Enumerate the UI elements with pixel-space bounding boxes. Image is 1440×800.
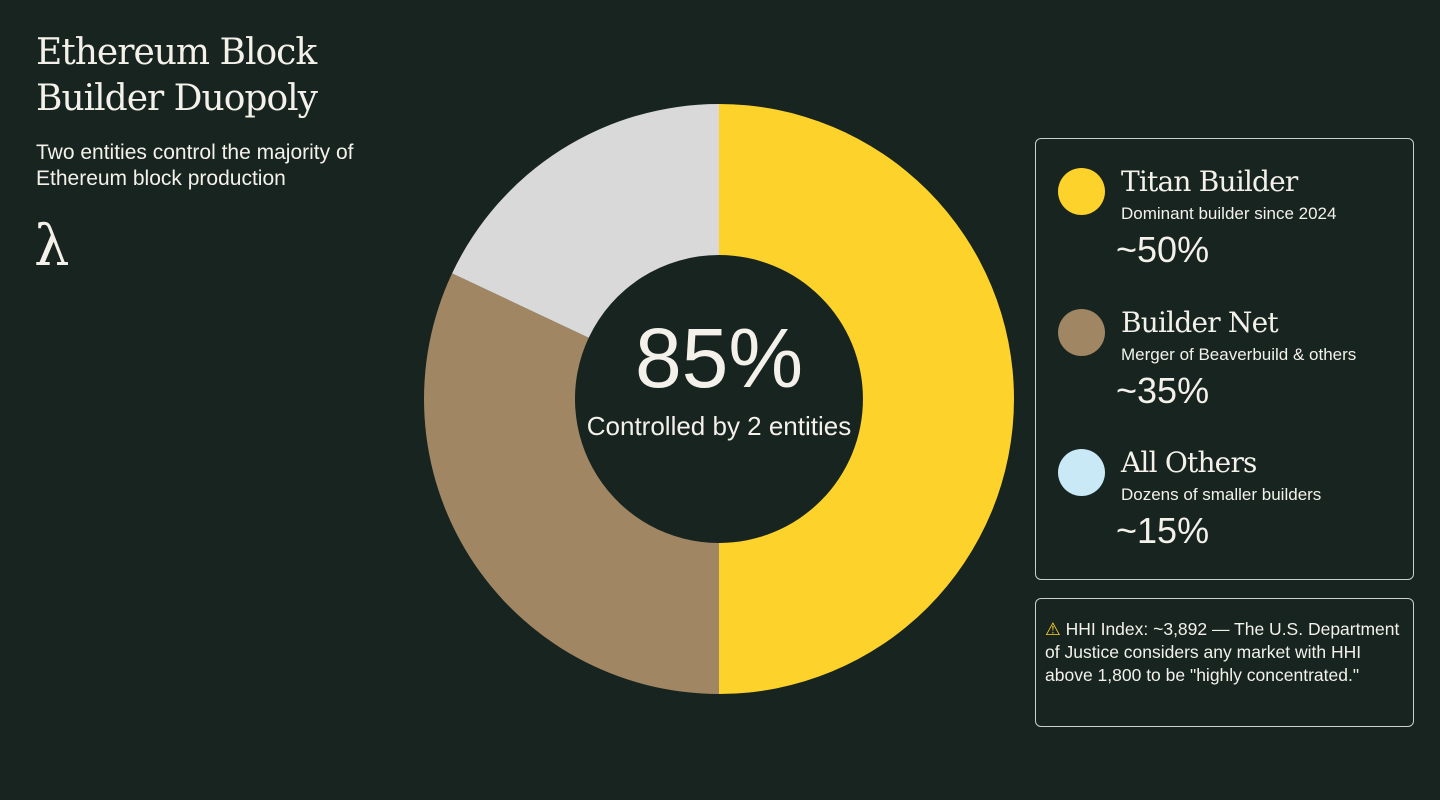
center-caption: Controlled by 2 entities xyxy=(586,411,852,441)
legend-description: Dozens of smaller builders xyxy=(1121,485,1322,504)
legend-percent: ~15% xyxy=(1116,510,1210,551)
legend-name: All Others xyxy=(1121,446,1257,479)
legend-name: Builder Net xyxy=(1121,306,1279,339)
donut-slice-titan-builder xyxy=(719,104,1014,694)
legend-name: Titan Builder xyxy=(1121,165,1298,198)
page-title: Ethereum Block Builder Duopoly xyxy=(36,32,318,119)
legend-item-titan-builder: Titan Builder Dominant builder since 202… xyxy=(1036,139,1413,270)
hhi-note: ⚠ HHI Index: ~3,892 — The U.S. Departmen… xyxy=(1035,598,1414,727)
donut-slice-all-others xyxy=(452,104,719,338)
legend-description: Dominant builder since 2024 xyxy=(1121,204,1337,223)
page-subtitle: Two entities control the majority of Eth… xyxy=(36,141,354,190)
legend-swatch xyxy=(1058,449,1105,496)
legend-item-all-others: All Others Dozens of smaller builders ~1… xyxy=(1036,420,1413,551)
center-value: 85% xyxy=(634,311,804,405)
legend-swatch xyxy=(1058,168,1105,215)
legend: Titan Builder Dominant builder since 202… xyxy=(1035,138,1414,580)
legend-description: Merger of Beaverbuild & others xyxy=(1121,345,1357,364)
legend-item-builder-net: Builder Net Merger of Beaverbuild & othe… xyxy=(1036,280,1413,411)
legend-percent: ~35% xyxy=(1116,370,1210,411)
legend-percent: ~50% xyxy=(1116,229,1210,270)
legend-swatch xyxy=(1058,309,1105,356)
hhi-note-text: HHI Index: ~3,892 — The U.S. Department … xyxy=(1045,619,1400,685)
warning-icon: ⚠ xyxy=(1045,619,1061,639)
donut-slice-builder-net xyxy=(423,273,719,694)
lambda-logo-icon: λ xyxy=(34,214,70,279)
